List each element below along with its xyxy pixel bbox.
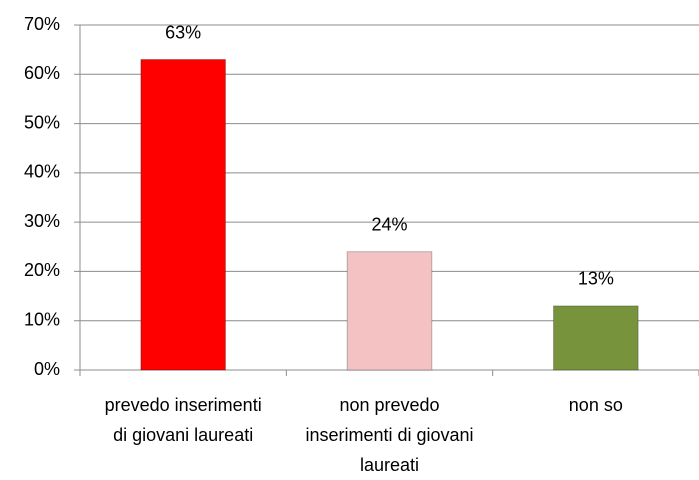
- x-tick-label: prevedo inserimenti di giovani laureati: [104, 395, 262, 445]
- y-tick-label: 30%: [24, 211, 60, 231]
- x-tick-label: non so: [568, 395, 623, 415]
- bar: [346, 251, 433, 371]
- bar: [553, 305, 639, 371]
- value-label: 24%: [371, 214, 407, 234]
- y-tick-label: 0%: [34, 359, 60, 379]
- y-tick-label: 20%: [24, 260, 60, 280]
- y-tick-label: 50%: [24, 112, 60, 132]
- value-label: 13%: [578, 269, 614, 289]
- x-tick-label: non prevedo inserimenti di giovani laure…: [305, 395, 474, 475]
- y-tick-label: 60%: [24, 63, 60, 83]
- bar: [140, 59, 226, 371]
- y-tick-label: 70%: [24, 14, 60, 34]
- value-label: 63%: [165, 22, 201, 42]
- y-tick-label: 10%: [24, 309, 60, 329]
- y-tick-label: 40%: [24, 162, 60, 182]
